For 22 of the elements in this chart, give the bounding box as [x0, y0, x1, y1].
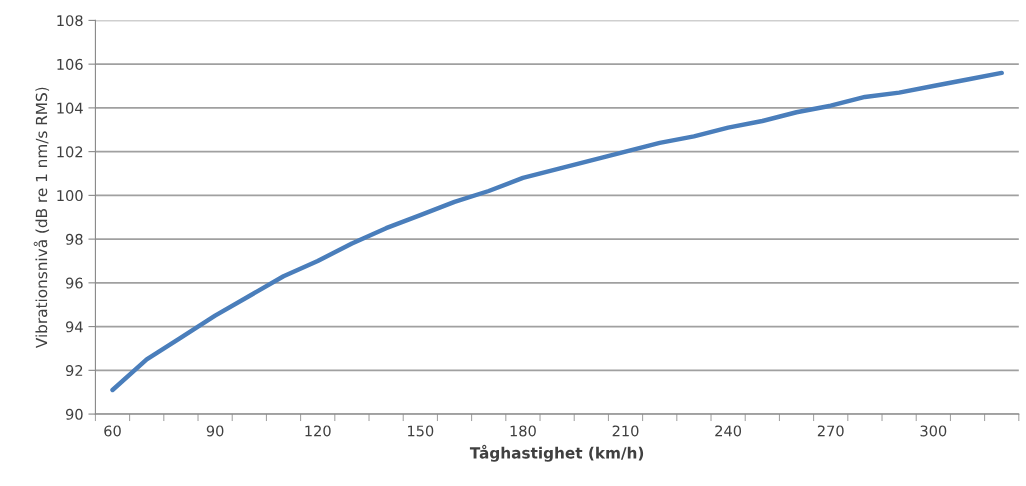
x-tick-label: 60	[104, 425, 121, 437]
y-tick-label: 90	[65, 408, 83, 420]
x-tick-label: 180	[510, 425, 536, 437]
y-tick-label: 92	[65, 365, 83, 377]
y-axis-title: Vibrationsnivå (dB re 1 nm/s RMS)	[33, 87, 50, 349]
x-tick-label: 120	[305, 425, 331, 437]
x-tick-label: 240	[715, 425, 742, 437]
x-tick-label: 300	[920, 425, 947, 437]
x-tick-label: 210	[612, 425, 639, 437]
y-tick-label: 98	[65, 233, 83, 245]
x-tick-label: 270	[817, 425, 844, 437]
x-axis-title: Tåghastighet (km/h)	[469, 444, 644, 462]
y-tick-label: 94	[65, 321, 83, 333]
y-tick-label: 102	[57, 146, 83, 158]
y-tick-label: 96	[65, 277, 83, 289]
y-tick-label: 100	[57, 190, 83, 202]
x-tick-label: 150	[408, 425, 434, 437]
y-tick-label: 108	[57, 15, 83, 27]
y-tick-label: 104	[57, 102, 83, 114]
x-tick-label: 90	[206, 425, 224, 437]
y-tick-label: 106	[57, 58, 83, 70]
line-series	[110, 70, 1004, 393]
